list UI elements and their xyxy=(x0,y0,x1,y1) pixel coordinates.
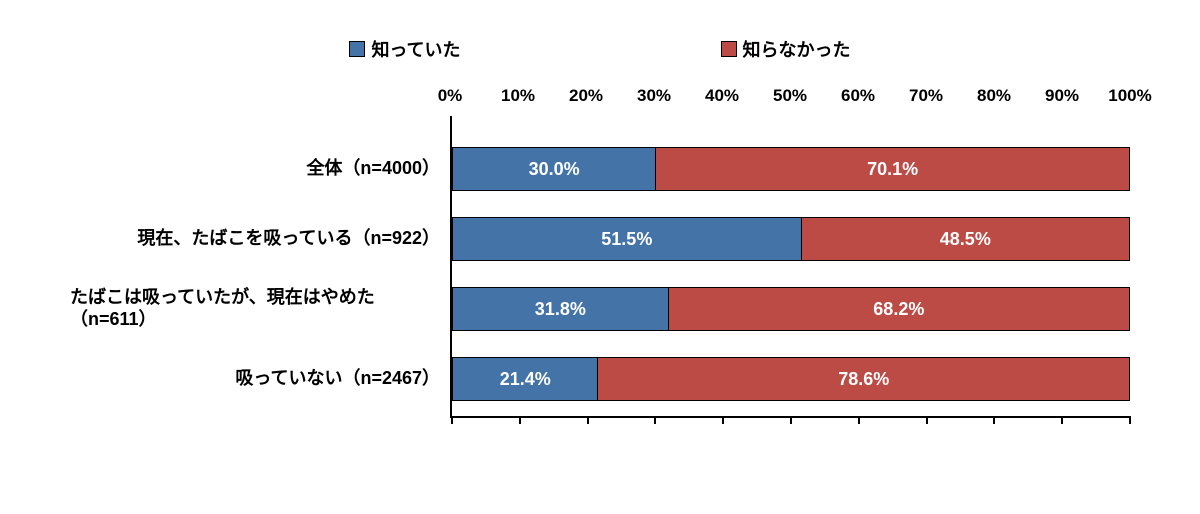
bar-segment-value: 70.1% xyxy=(867,159,918,180)
bar-row: 51.5% 48.5% xyxy=(452,204,1130,274)
x-tick-label: 100% xyxy=(1108,86,1151,106)
x-tick-label: 50% xyxy=(773,86,807,106)
legend: 知っていた 知らなかった xyxy=(70,36,1130,62)
x-tick-label: 30% xyxy=(637,86,671,106)
bar-segment: 70.1% xyxy=(656,148,1129,190)
bar-segment-value: 31.8% xyxy=(535,299,586,320)
bar-segment: 30.0% xyxy=(453,148,656,190)
bar-segment-value: 78.6% xyxy=(838,369,889,390)
plot-area: 30.0% 70.1% 51.5% 48.5% 31.8% 68.2% 21.4% 78.6% xyxy=(450,116,1130,418)
bar-segment-value: 51.5% xyxy=(601,229,652,250)
bar-segment-value: 21.4% xyxy=(500,369,551,390)
legend-swatch-1 xyxy=(721,41,737,57)
bar-segment: 78.6% xyxy=(598,358,1129,400)
x-tick-mark xyxy=(722,416,724,424)
legend-item-1: 知らなかった xyxy=(721,36,851,62)
x-tick-mark xyxy=(790,416,792,424)
bar-segment: 68.2% xyxy=(669,288,1129,330)
x-tick-label: 10% xyxy=(501,86,535,106)
bar-segment-value: 30.0% xyxy=(529,159,580,180)
x-tick-mark xyxy=(926,416,928,424)
x-tick-mark xyxy=(1129,416,1131,424)
bar-row: 21.4% 78.6% xyxy=(452,344,1130,414)
x-tick-label: 40% xyxy=(705,86,739,106)
legend-label-1: 知らなかった xyxy=(743,36,851,62)
category-label: 現在、たばこを吸っている（n=922） xyxy=(70,204,450,274)
category-label: 吸っていない（n=2467） xyxy=(70,344,450,414)
x-tick-label: 0% xyxy=(438,86,463,106)
x-tick-label: 70% xyxy=(909,86,943,106)
stacked-bar: 30.0% 70.1% xyxy=(452,147,1130,191)
bar-segment: 51.5% xyxy=(453,218,802,260)
bar-row: 31.8% 68.2% xyxy=(452,274,1130,344)
bar-segment-value: 68.2% xyxy=(873,299,924,320)
bar-segment-value: 48.5% xyxy=(940,229,991,250)
x-tick-label: 80% xyxy=(977,86,1011,106)
legend-label-0: 知っていた xyxy=(371,36,460,62)
category-label: たばこは吸っていたが、現在はやめた（n=611） xyxy=(70,274,450,344)
stacked-bar: 21.4% 78.6% xyxy=(452,357,1130,401)
x-tick-mark xyxy=(587,416,589,424)
bar-segment: 21.4% xyxy=(453,358,598,400)
chart-root: 知っていた 知らなかった 0% 10% 20% 30% 40% 50% 60% 70% 80% 90… xyxy=(0,0,1200,514)
x-tick-mark xyxy=(519,416,521,424)
x-tick-label: 20% xyxy=(569,86,603,106)
bar-segment: 48.5% xyxy=(802,218,1129,260)
x-tick-mark xyxy=(993,416,995,424)
x-tick-mark xyxy=(858,416,860,424)
bars-container: 30.0% 70.1% 51.5% 48.5% 31.8% 68.2% 21.4% 78.6% xyxy=(452,116,1130,416)
chart-body: 全体（n=4000）現在、たばこを吸っている（n=922）たばこは吸っていたが、… xyxy=(70,116,1130,418)
x-axis: 0%10%20%30%40%50%60%70%80%90%100% xyxy=(450,86,1130,110)
y-axis-labels: 全体（n=4000）現在、たばこを吸っている（n=922）たばこは吸っていたが、… xyxy=(70,116,450,418)
x-tick-mark xyxy=(1061,416,1063,424)
x-tick-mark xyxy=(451,416,453,424)
bar-row: 30.0% 70.1% xyxy=(452,134,1130,204)
x-axis-area: 0%10%20%30%40%50%60%70%80%90%100% xyxy=(70,86,1130,116)
stacked-bar: 31.8% 68.2% xyxy=(452,287,1130,331)
x-tick-mark xyxy=(654,416,656,424)
stacked-bar: 51.5% 48.5% xyxy=(452,217,1130,261)
x-tick-label: 90% xyxy=(1045,86,1079,106)
bar-segment: 31.8% xyxy=(453,288,669,330)
legend-swatch-0 xyxy=(349,41,365,57)
x-tick-label: 60% xyxy=(841,86,875,106)
legend-item-0: 知っていた xyxy=(349,36,460,62)
category-label: 全体（n=4000） xyxy=(70,134,450,204)
